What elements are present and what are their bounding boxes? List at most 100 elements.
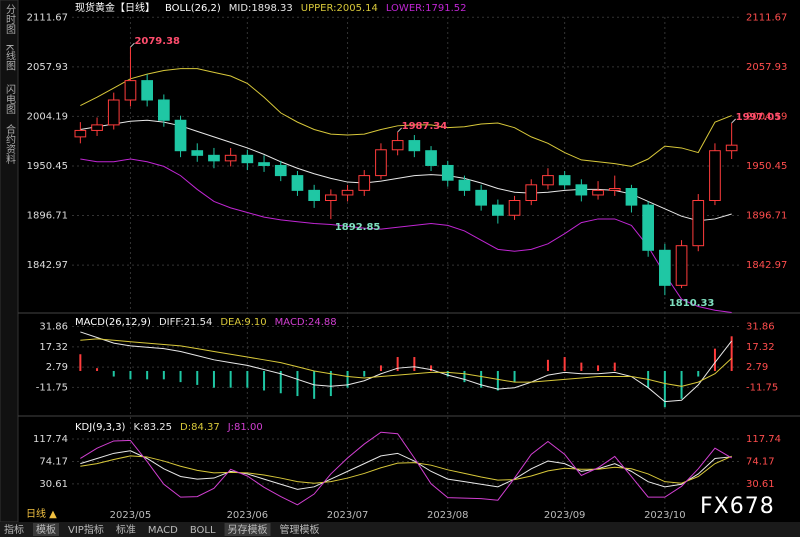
sidebar-tab[interactable]: 闪电图 [4,83,16,115]
candle-body [74,129,87,138]
candle-body [274,164,287,177]
candle-body [375,149,387,177]
readout: KDJ(9,3,3) [75,422,126,433]
tab[interactable]: 管理模板 [280,523,320,536]
indicator-line [80,119,732,222]
candle-body [592,189,604,196]
low-label: 1892.85 [335,222,381,233]
candle-body [241,154,254,164]
y-tick-label: 1896.71 [27,211,68,222]
candle-body [174,119,187,152]
candle-body [391,140,404,151]
candle-body [575,184,588,196]
y-tick-label: -11.75 [36,382,68,393]
candle-body [675,245,688,286]
indicator-line [80,331,733,403]
y-tick-label: 31.86 [39,322,68,333]
y-tick-label: 30.61 [746,479,775,490]
candle-body [358,175,371,191]
y-tick-label: 2111.67 [746,12,787,23]
tab[interactable]: MACD [148,525,178,536]
tab[interactable]: VIP指标 [68,523,104,536]
x-tick-label: 2023/06 [227,510,269,521]
readout: D:84.37 [180,422,220,433]
indicator-line [80,450,732,490]
y-tick-label: 1842.97 [746,260,787,271]
x-tick-label: 2023/09 [544,510,586,521]
candle-body [441,164,454,181]
candle-body [124,80,137,101]
tab[interactable]: 另存模板 [228,523,268,536]
tab-bar [0,522,800,537]
indicator-line [80,455,732,484]
y-tick-label: 117.74 [746,434,781,445]
x-tick-label: 2023/08 [427,510,469,521]
indicator-line [80,68,732,167]
y-tick-label: -11.75 [746,382,778,393]
readout: MACD(26,12,9) [75,317,151,328]
candle-body [492,204,504,216]
tab[interactable]: 模板 [36,523,56,536]
candle-body [525,184,538,202]
y-tick-label: 2057.93 [27,62,68,73]
y-tick-label: 17.32 [746,342,775,353]
chart-title: 现货黄金【日线】 [75,1,155,14]
period-selector[interactable]: 日线 ▲ [26,507,57,520]
candle-body [408,140,421,152]
label-tick [397,127,403,133]
candle-body [107,99,120,126]
y-tick-label: 2.79 [46,362,68,373]
sidebar [0,0,19,523]
candle-body [91,124,103,131]
candle-body [608,188,621,191]
readout: UPPER:2005.14 [301,3,378,14]
tab-bg [33,523,59,536]
candle-body [642,204,654,251]
candle-body [325,194,337,202]
indicator-line [80,338,732,387]
candle-body [425,150,437,166]
readout: MID:1898.33 [229,3,293,14]
candle-body [224,154,237,162]
sidebar-tab[interactable]: K线图 [4,44,16,71]
readout: MACD:24.88 [275,317,337,328]
sidebar-tab[interactable]: 合约资料 [4,123,16,165]
readout: DIFF:21.54 [159,317,212,328]
y-tick-label: 2111.67 [27,12,68,23]
y-tick-label: 2004.19 [746,111,787,122]
candle-body [258,162,270,166]
high-label: 1997.05 [736,112,782,123]
y-tick-label: 1842.97 [27,260,68,271]
y-tick-label: 74.17 [39,456,68,467]
candle-body [725,144,738,152]
candle-body [291,175,304,191]
watermark: FX678 [700,494,775,519]
candle-body [508,200,521,216]
high-label: 2079.38 [134,36,180,47]
tab[interactable]: 指标 [4,523,24,536]
candle-body [475,189,487,206]
label-tick [731,118,737,124]
indicator-line [80,158,732,314]
high-label: 1987.34 [402,121,448,132]
readout: J:81.00 [227,422,263,433]
y-tick-label: 2.79 [746,362,768,373]
candle-body [191,150,204,156]
y-tick-label: 117.74 [33,434,68,445]
y-tick-label: 74.17 [746,456,775,467]
tab[interactable]: BOLL [190,525,216,536]
candle-body [208,154,220,162]
tab-bg [224,523,271,536]
x-tick-label: 2023/05 [110,510,152,521]
y-tick-label: 1950.45 [27,161,68,172]
tab[interactable]: 标准 [116,524,136,536]
y-tick-label: 30.61 [39,479,68,490]
y-tick-label: 2057.93 [746,62,787,73]
y-tick-label: 1896.71 [746,211,787,222]
candle-body [558,175,571,186]
readout: LOWER:1791.52 [386,3,467,14]
x-tick-label: 2023/10 [644,510,686,521]
sidebar-tab[interactable]: 分时图 [4,4,16,35]
readout: K:83.25 [133,422,172,433]
